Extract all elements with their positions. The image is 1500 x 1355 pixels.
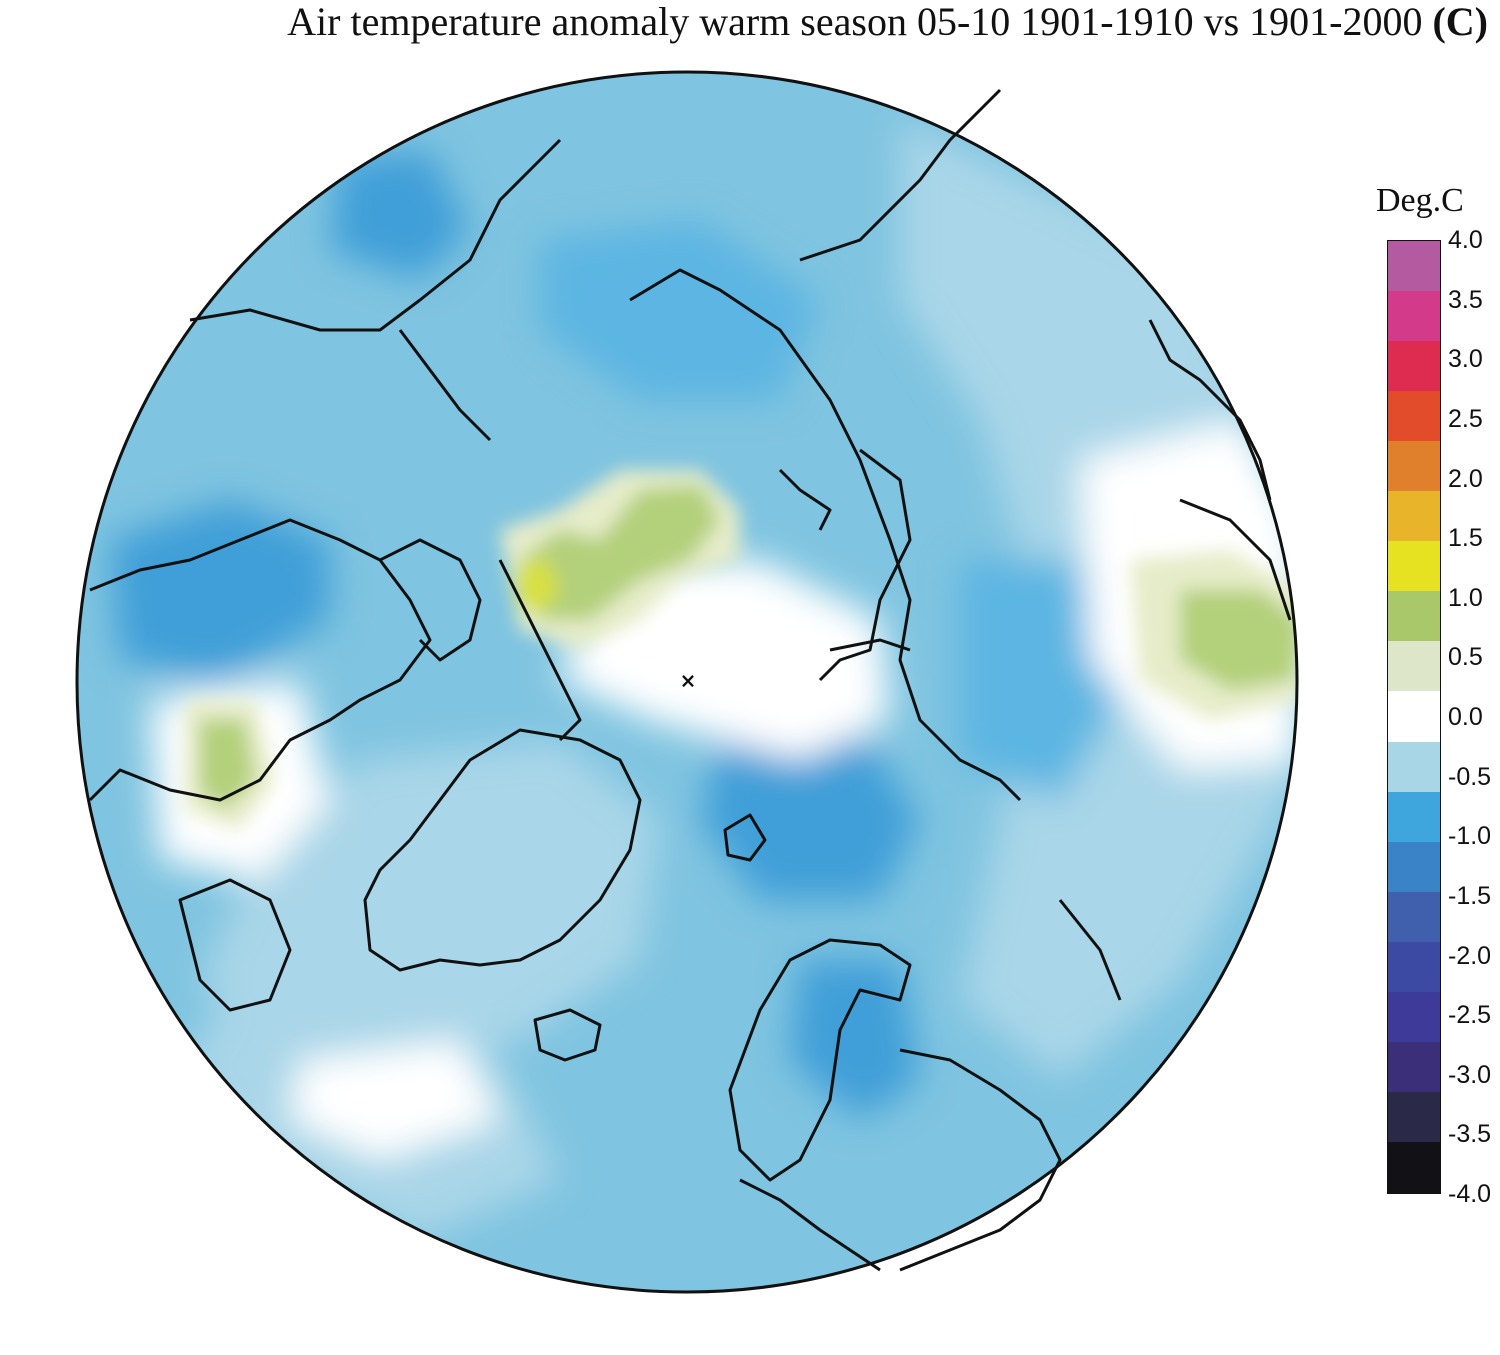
map-boundary [75, 70, 1299, 1294]
eurasia-coastline [629, 268, 1022, 802]
title-unit: (C) [1432, 0, 1488, 44]
title-text: Air temperature anomaly warm season 05-1… [287, 0, 1423, 44]
colorbar-band [1388, 841, 1440, 893]
colorbar-tick-label: 2.0 [1448, 464, 1483, 493]
anomaly-field [77, 72, 1297, 1292]
alaska-coastline [189, 138, 562, 332]
colorbar-band [1388, 741, 1440, 793]
hudson-bay-coastline [178, 878, 292, 1012]
colorbar-tick-label: -2.5 [1448, 1001, 1492, 1030]
colorbar-tick-label: 3.0 [1448, 345, 1483, 374]
map-title: Air temperature anomaly warm season 05-1… [0, 0, 1500, 44]
scandinavia-coastline [728, 938, 912, 1182]
colorbar-tick-label: -2.0 [1448, 941, 1492, 970]
colorbar-band [1388, 891, 1440, 943]
colorbar-band [1388, 391, 1440, 443]
colorbar-tick-label: 4.0 [1448, 226, 1483, 254]
colorbar-band [1388, 441, 1440, 493]
colorbar-band [1388, 641, 1440, 693]
colorbar-tick-label: 3.5 [1448, 285, 1483, 314]
colorbar-tick-label: -1.5 [1448, 881, 1492, 910]
colorbar-band [1388, 1141, 1440, 1193]
colorbar-tick-label: -1.0 [1448, 822, 1492, 851]
colorbar-tick-label: 0.5 [1448, 643, 1483, 672]
coastlines [88, 88, 1292, 1272]
colorbar-band [1388, 991, 1440, 1043]
colorbar-band [1388, 1091, 1440, 1143]
colorbar-tick-label: 0.0 [1448, 703, 1483, 731]
colorbar-band [1388, 691, 1440, 743]
colorbar-band [1388, 291, 1440, 343]
colorbar-tick-label: 1.5 [1448, 524, 1483, 553]
north-pole-marker: × [680, 669, 697, 693]
colorbar-band [1388, 541, 1440, 593]
colorbar-tick-label: -3.0 [1448, 1060, 1492, 1089]
colorbar-tick-label: -4.0 [1448, 1180, 1492, 1208]
colorbar-band [1388, 591, 1440, 643]
colorbar-tick-label: 2.5 [1448, 404, 1483, 433]
colorbar-tick-label: 1.0 [1448, 583, 1483, 612]
colorbar-band [1388, 241, 1440, 293]
svalbard-coastline [723, 813, 767, 862]
colorbar-tick-label: -3.5 [1448, 1120, 1492, 1149]
north-america-coastline [88, 518, 432, 802]
greenland-coastline [363, 728, 642, 972]
colorbar-band [1388, 791, 1440, 843]
colorbar [1387, 240, 1441, 1194]
legend-title: Deg.C [1376, 182, 1464, 219]
colorbar-band [1388, 941, 1440, 993]
east-asia-coastline [799, 88, 1002, 262]
europe-coastline [899, 1048, 1062, 1272]
colorbar-band [1388, 1041, 1440, 1093]
iceland-coastline [533, 1008, 602, 1062]
colorbar-band [1388, 491, 1440, 543]
colorbar-tick-label: -0.5 [1448, 762, 1492, 791]
colorbar-band [1388, 341, 1440, 393]
